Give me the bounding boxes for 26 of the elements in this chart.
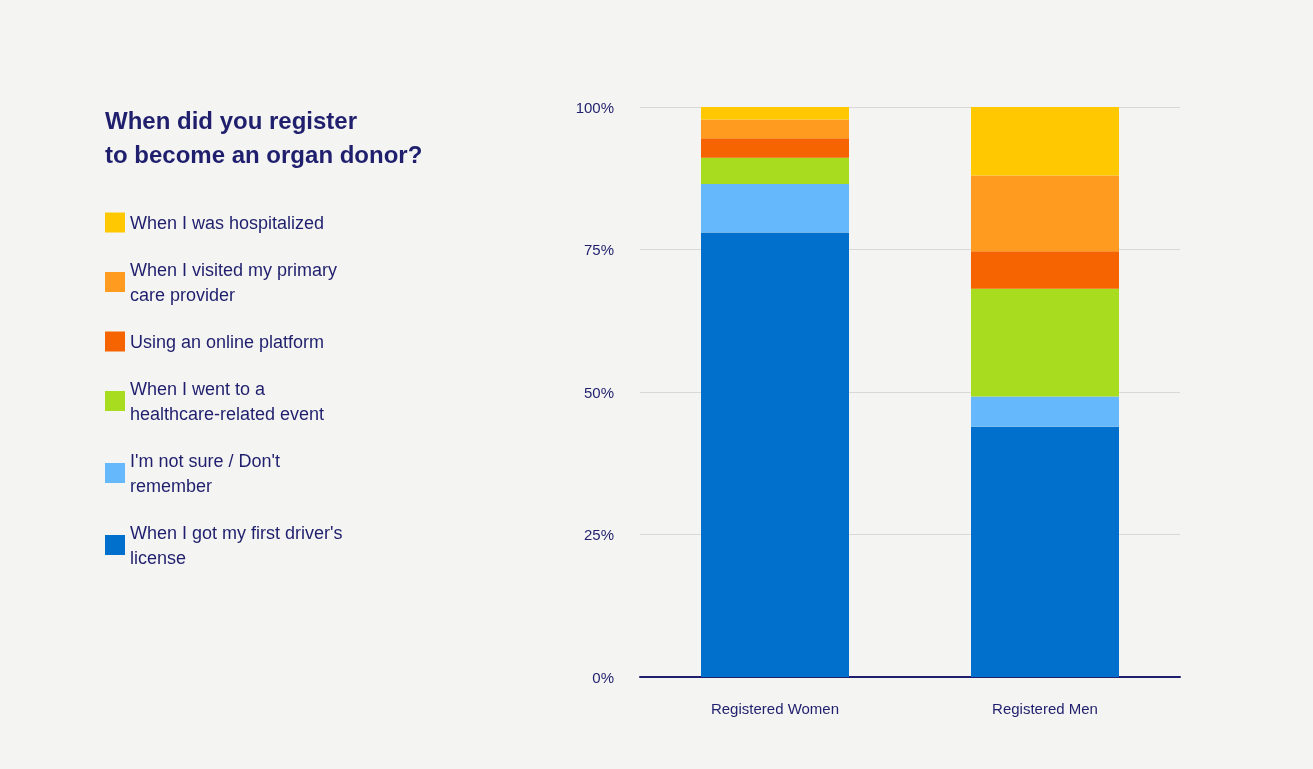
bar (971, 175, 1119, 252)
bar (701, 157, 849, 184)
y-tick-label: 25% (583, 526, 614, 543)
bar (701, 183, 849, 233)
bar (701, 138, 849, 158)
text: When did you register to become an organ donor? (105, 106, 423, 168)
legend-label: Using an online platform (130, 331, 325, 352)
legend-label: I'm not sure / Don't remember (130, 450, 285, 496)
x-tick-label: Registered Women (710, 700, 840, 717)
bar (971, 396, 1119, 427)
legend-label: When I visited my primary care provider (130, 259, 343, 305)
x-tick-label: Registered Men (992, 700, 1098, 717)
y-tick-label: 50% (583, 383, 614, 401)
bar (971, 426, 1119, 677)
bar (701, 119, 849, 139)
y-tick-label: 75% (583, 241, 614, 258)
legend-label: When I went to a healthcare-related event (130, 378, 325, 424)
bar (701, 232, 849, 677)
bar (971, 107, 1119, 176)
y-tick-label: 0% (592, 668, 614, 686)
bar (971, 288, 1119, 397)
bar (971, 251, 1119, 289)
legend-label: When I was hospitalized (130, 212, 325, 233)
y-tick-label: 100% (575, 98, 614, 116)
bar (701, 107, 849, 120)
legend-label: When I got my first driver's license (130, 522, 348, 568)
